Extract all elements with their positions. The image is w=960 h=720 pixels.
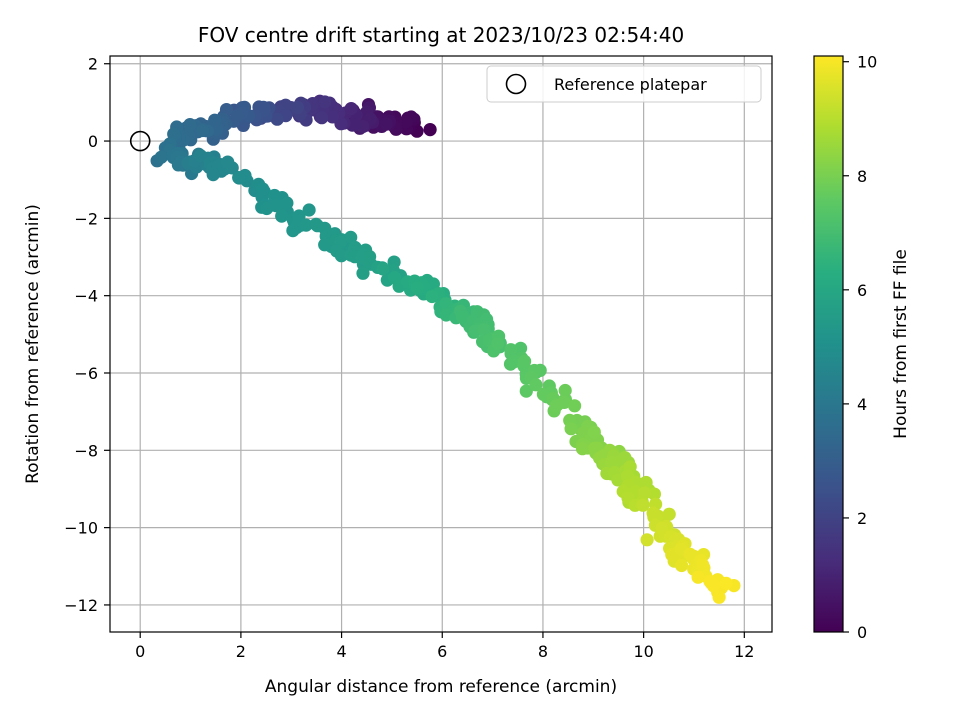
data-point: [518, 354, 532, 368]
colorbar-tick-label: 0: [857, 623, 867, 642]
data-point: [696, 558, 710, 572]
data-point: [309, 217, 323, 231]
data-point: [423, 123, 437, 137]
data-point: [564, 422, 578, 436]
data-point: [315, 111, 329, 125]
data-point: [302, 203, 316, 217]
data-point: [706, 579, 721, 593]
data-point: [299, 218, 313, 232]
x-tick-label: 12: [734, 642, 754, 661]
x-axis-ticks: 0 2 4 6 8 10 12: [135, 632, 754, 661]
data-point: [376, 262, 390, 276]
plot-frame: [109, 55, 773, 633]
legend-marker-icon: [505, 73, 527, 95]
data-point: [646, 506, 660, 520]
data-point: [196, 123, 210, 138]
data-point: [477, 323, 491, 337]
data-point: [410, 281, 424, 295]
data-point: [154, 150, 168, 164]
data-point: [379, 117, 393, 131]
data-point: [456, 310, 470, 324]
data-point: [206, 168, 220, 182]
data-point: [647, 487, 662, 501]
data-point: [318, 95, 332, 109]
colorbar: [814, 56, 843, 632]
reference-point-marker: [129, 130, 151, 152]
y-tick-label: −10: [64, 519, 98, 538]
data-point: [225, 161, 239, 175]
y-tick-label: −12: [64, 596, 98, 615]
data-point: [334, 249, 348, 263]
y-tick-label: −6: [74, 364, 98, 383]
y-axis-label: Rotation from reference (arcmin): [23, 204, 43, 484]
x-tick-label: 4: [336, 642, 346, 661]
legend-box: [486, 65, 762, 103]
colorbar-tick-label: 6: [857, 281, 867, 300]
colorbar-label: Hours from first FF file: [891, 249, 911, 439]
legend-label: Reference platepar: [554, 75, 707, 94]
data-point: [491, 337, 505, 351]
data-point: [719, 576, 733, 591]
colorbar-tick-label: 8: [857, 167, 867, 186]
data-point: [275, 209, 289, 223]
scatter-points: [150, 94, 741, 604]
data-point: [712, 590, 726, 604]
data-point: [549, 399, 563, 413]
data-point: [529, 378, 543, 392]
data-point: [587, 425, 601, 439]
data-point: [290, 100, 304, 114]
data-point: [683, 547, 697, 562]
data-point: [256, 100, 271, 114]
y-tick-label: 0: [88, 132, 98, 151]
chart-title: FOV centre drift starting at 2023/10/23 …: [198, 23, 684, 47]
data-point: [675, 558, 689, 573]
x-tick-label: 10: [633, 642, 653, 661]
data-point: [326, 110, 340, 124]
colorbar-frame: [813, 55, 844, 633]
y-tick-label: −8: [74, 441, 98, 460]
data-point: [399, 115, 413, 129]
data-point: [558, 383, 572, 398]
colorbar-tick-label: 10: [857, 53, 877, 72]
y-tick-label: 2: [88, 55, 98, 74]
colorbar-ticks: 0 2 4 6 8 10: [843, 53, 877, 642]
x-tick-label: 2: [236, 642, 246, 661]
data-point: [640, 533, 654, 547]
legend: Reference platepar: [486, 65, 762, 103]
data-point: [356, 266, 370, 280]
data-point: [425, 289, 439, 304]
y-axis-ticks: 2 0 −2 −4 −6 −8 −10 −12: [64, 55, 110, 615]
colorbar-tick-label: 2: [857, 509, 867, 528]
y-tick-label: −4: [74, 287, 98, 306]
data-point: [208, 113, 222, 127]
data-point: [232, 171, 246, 185]
data-point: [439, 308, 453, 322]
data-point: [636, 498, 650, 512]
data-point: [344, 102, 358, 116]
data-point: [519, 384, 533, 398]
data-point: [575, 442, 590, 456]
y-tick-label: −2: [74, 209, 98, 228]
data-point: [269, 199, 283, 213]
data-point: [270, 112, 284, 126]
x-axis-label: Angular distance from reference (arcmin): [265, 677, 617, 697]
x-tick-label: 6: [437, 642, 447, 661]
data-point: [568, 399, 582, 413]
data-point: [183, 118, 197, 132]
data-point: [504, 343, 518, 357]
colorbar-tick-label: 4: [857, 395, 867, 414]
data-point: [318, 238, 332, 252]
data-point: [344, 230, 358, 244]
x-tick-label: 8: [538, 642, 548, 661]
data-point: [691, 570, 705, 584]
x-tick-label: 0: [135, 642, 145, 661]
